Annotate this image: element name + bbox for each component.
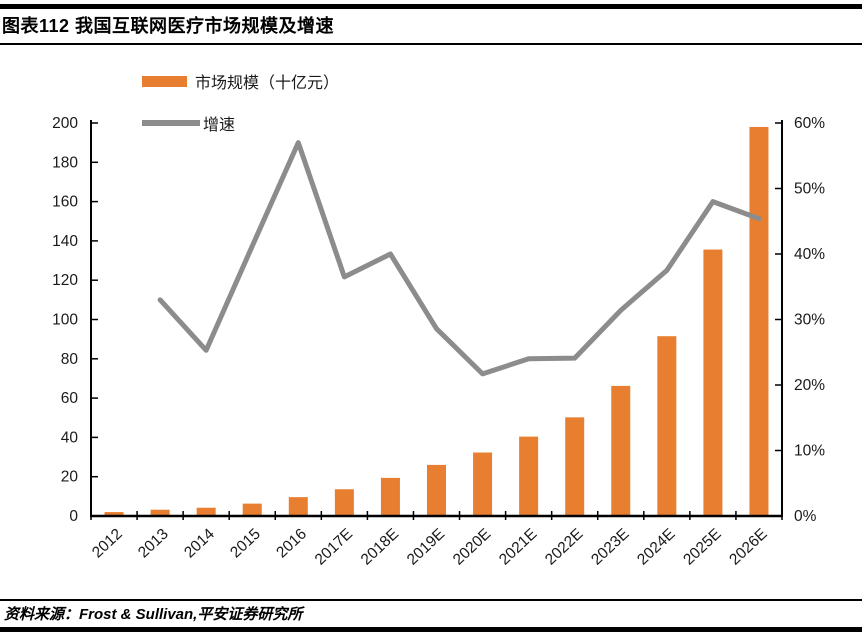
bar-2026E (749, 126, 769, 517)
legend-item-growth: 增速 (142, 112, 339, 134)
x-axis-label-2019E: 2019E (404, 525, 448, 568)
left-axis-tick-label: 180 (52, 154, 78, 171)
left-axis-tick-label: 0 (69, 508, 78, 525)
x-axis-label-2020E: 2020E (450, 525, 494, 568)
right-axis-tick-label: 0% (794, 508, 817, 525)
x-axis-label-2015: 2015 (227, 525, 264, 561)
x-axis-label-2014: 2014 (181, 525, 218, 561)
bar-2019E (427, 464, 446, 516)
right-axis-tick-label: 20% (794, 377, 825, 394)
legend-label-growth: 增速 (203, 117, 236, 134)
x-axis-label-2026E: 2026E (726, 525, 770, 568)
right-axis-tick-label: 10% (794, 443, 825, 460)
left-axis-tick-label: 80 (61, 351, 79, 368)
bar-2021E (519, 436, 539, 516)
bar-2024E (657, 336, 677, 516)
x-axis-label-2012: 2012 (89, 525, 126, 561)
figure-title: 图表112 我国互联网医疗市场规模及增速 (2, 16, 335, 36)
x-axis-label-2024E: 2024E (634, 525, 678, 568)
right-axis-tick-label: 40% (794, 246, 825, 263)
bar-2015 (242, 503, 262, 516)
right-axis-tick-label: 50% (794, 181, 825, 198)
legend-item-market-size: 市场规模（十亿元） (142, 70, 339, 92)
x-axis-label-2022E: 2022E (542, 525, 586, 568)
figure-footer: 资料来源：Frost & Sullivan,平安证券研究所 (0, 599, 862, 632)
x-axis-label-2025E: 2025E (680, 525, 724, 568)
chart-plot: 0 20 40 60 80 100 120 140 160 180 200 0% 10% 20% 30% 40… (52, 115, 825, 568)
left-axis-tick-label: 120 (52, 272, 78, 289)
left-axis-tick-label: 140 (52, 233, 78, 250)
bar-2017E (334, 489, 354, 516)
legend-label-market-size: 市场规模（十亿元） (195, 75, 340, 92)
right-axis-tick-label: 30% (794, 312, 825, 329)
left-axis-tick-label: 40 (61, 429, 79, 446)
left-axis-tick-label: 200 (52, 115, 78, 132)
x-axis-label-2023E: 2023E (588, 525, 632, 568)
bar-2013 (150, 509, 170, 516)
bar-2014 (196, 507, 216, 516)
right-axis-tick-label: 60% (794, 115, 825, 132)
left-axis-tick-label: 100 (52, 312, 78, 329)
x-axis-label-2018E: 2018E (358, 525, 402, 568)
figure-header: 图表112 我国互联网医疗市场规模及增速 (0, 4, 862, 45)
bar-2016 (288, 497, 308, 516)
bar-series-swatch-icon (142, 75, 187, 87)
x-axis-label-2016: 2016 (273, 525, 310, 561)
line-series-swatch-icon (142, 120, 200, 126)
x-axis-label-2017E: 2017E (312, 525, 356, 568)
bar-2020E (473, 452, 493, 516)
growth-line (157, 140, 762, 377)
bar-2025E (703, 249, 723, 516)
x-axis-label-2013: 2013 (135, 525, 172, 561)
source-note: 资料来源：Frost & Sullivan,平安证券研究所 (4, 606, 303, 623)
bar-2022E (565, 417, 585, 516)
bar-2023E (611, 385, 631, 516)
bar-2012 (104, 512, 124, 516)
x-axis-label-2021E: 2021E (496, 525, 540, 568)
bar-2018E (380, 477, 400, 516)
left-axis-tick-label: 20 (61, 469, 79, 486)
left-axis-tick-label: 160 (52, 194, 78, 211)
market-chart: 市场规模（十亿元） 增速 0 20 40 60 80 100 120 140 160 180 200… (0, 40, 862, 598)
left-axis-tick-label: 60 (61, 390, 79, 407)
chart-legend: 市场规模（十亿元） 增速 (142, 70, 339, 154)
